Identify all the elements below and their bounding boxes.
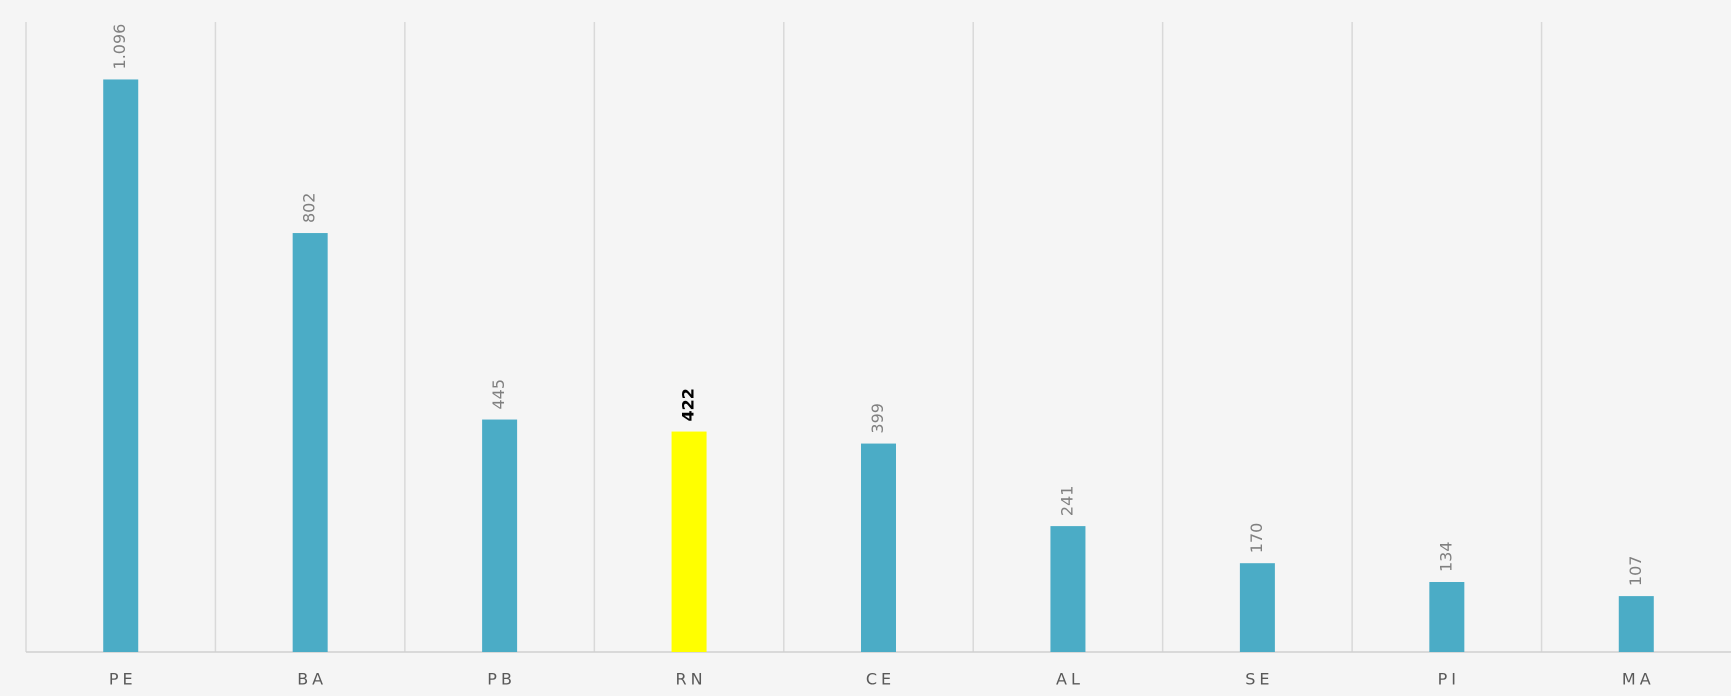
bar	[1239, 563, 1275, 652]
bar	[482, 419, 518, 652]
x-tick-label: RN	[676, 670, 707, 689]
x-tick-label: PI	[1438, 670, 1460, 689]
data-label: 170	[1247, 523, 1266, 554]
data-label: 134	[1436, 541, 1455, 572]
x-tick-label: BA	[297, 670, 327, 689]
data-label: 399	[868, 403, 887, 434]
bar	[671, 431, 707, 652]
x-tick-label: AL	[1056, 670, 1084, 689]
x-tick-label: MA	[1622, 670, 1655, 689]
x-tick-label: CE	[866, 670, 895, 689]
bar	[292, 233, 328, 652]
bar	[1050, 526, 1086, 652]
bar	[1429, 582, 1465, 652]
data-label: 802	[300, 192, 319, 223]
data-label: 1.096	[110, 24, 129, 70]
bar	[103, 79, 139, 652]
data-label: 241	[1057, 486, 1076, 517]
data-label: 107	[1626, 556, 1645, 587]
x-tick-label: PE	[109, 670, 137, 689]
data-label: 445	[489, 379, 508, 410]
x-tick-label: SE	[1245, 670, 1273, 689]
data-label: 422	[679, 388, 698, 421]
bar	[861, 443, 896, 652]
bar	[1618, 596, 1654, 652]
x-tick-label: PB	[487, 670, 516, 689]
